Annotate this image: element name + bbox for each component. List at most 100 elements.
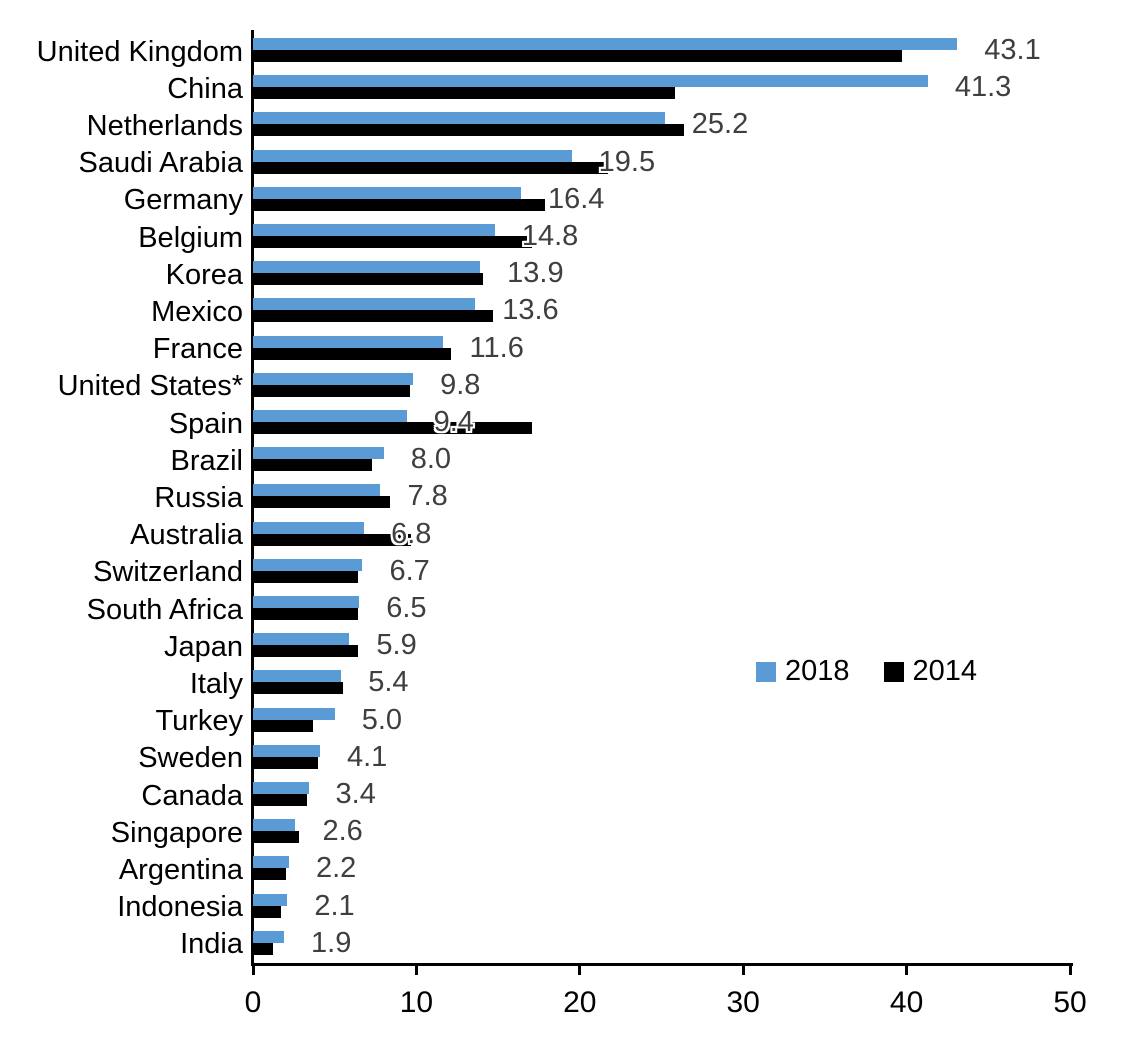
bar-2018 xyxy=(253,335,443,348)
bar-2014 xyxy=(253,87,675,100)
value-label: 25.2 xyxy=(691,108,749,141)
bar-2018 xyxy=(253,410,407,422)
category-label: Netherlands xyxy=(86,110,243,142)
bar-2018 xyxy=(253,782,309,794)
bar-2014 xyxy=(253,384,410,397)
bar-2018 xyxy=(253,558,363,571)
bar-2014 xyxy=(253,533,412,546)
bar-2014 xyxy=(253,161,608,174)
bar-2014 xyxy=(253,570,358,583)
bar-2014 xyxy=(253,719,314,732)
bar-2014 xyxy=(253,608,358,620)
value-label: 13.9 xyxy=(507,257,564,290)
value-label: 13.6 xyxy=(502,294,559,327)
value-label: 8.0 xyxy=(410,443,452,476)
value-label: 6.8 xyxy=(391,517,432,550)
value-label: 43.1 xyxy=(984,34,1041,66)
legend-swatch-2018 xyxy=(756,661,776,682)
bar-2014 xyxy=(253,347,451,360)
value-label: 4.1 xyxy=(346,740,388,773)
value-label: 16.4 xyxy=(547,182,605,215)
bar-2014 xyxy=(253,310,494,323)
x-axis-tick xyxy=(905,966,909,975)
bar-2018 xyxy=(253,261,481,274)
bar-2018 xyxy=(253,38,958,50)
bar-2014 xyxy=(253,682,343,695)
legend-label-2014: 2014 xyxy=(912,655,978,687)
bar-2018 xyxy=(253,893,288,906)
bar-2018 xyxy=(253,186,521,199)
bar-2014 xyxy=(253,905,281,918)
category-label: Korea xyxy=(165,258,243,291)
category-label: Canada xyxy=(141,779,243,812)
bar-2018 xyxy=(253,707,335,720)
bar-2018 xyxy=(253,112,665,125)
category-label: China xyxy=(167,72,243,105)
bar-2018 xyxy=(253,819,296,832)
category-label: Australia xyxy=(130,519,243,552)
x-axis-tick-label: 50 xyxy=(1053,986,1087,1019)
bar-2014 xyxy=(253,645,358,658)
category-label: Argentina xyxy=(118,854,243,886)
category-label: Sweden xyxy=(138,742,243,775)
bar-2014 xyxy=(253,273,484,286)
x-axis-tick-label: 10 xyxy=(399,986,434,1019)
bar-2014 xyxy=(253,198,546,211)
category-label: Turkey xyxy=(155,705,243,738)
value-label: 9.8 xyxy=(440,368,481,401)
category-label: Japan xyxy=(163,630,243,663)
category-label: Spain xyxy=(168,407,243,440)
category-label: Switzerland xyxy=(93,556,243,589)
x-axis-line xyxy=(251,963,1073,966)
value-label: 2.2 xyxy=(315,852,357,885)
bar-2018 xyxy=(253,298,476,311)
value-label: 2.1 xyxy=(314,889,355,922)
bar-2014 xyxy=(253,794,307,806)
category-label: Mexico xyxy=(151,296,243,328)
x-axis-tick-label: 0 xyxy=(244,986,262,1019)
value-label: 7.8 xyxy=(407,480,448,513)
value-label: 19.5 xyxy=(598,145,656,178)
category-label: South Africa xyxy=(86,593,243,626)
bar-2014 xyxy=(253,868,286,881)
value-label: 2.6 xyxy=(322,815,363,848)
category-label: India xyxy=(180,928,243,961)
bar-2018 xyxy=(253,930,285,943)
category-label: Russia xyxy=(154,482,243,514)
bar-2018 xyxy=(253,521,365,534)
x-axis-tick xyxy=(414,966,418,975)
bar-2018 xyxy=(253,75,928,88)
legend: 2018 2014 xyxy=(756,655,977,688)
bar-2018 xyxy=(253,596,360,608)
category-label: Brazil xyxy=(170,444,243,477)
bar-2018 xyxy=(253,224,495,236)
bar-2018 xyxy=(253,484,381,497)
category-label: United Kingdom xyxy=(36,35,243,68)
value-label: 5.4 xyxy=(368,666,409,699)
x-axis-tick-label: 20 xyxy=(563,986,597,1019)
bar-2014 xyxy=(253,50,902,62)
bar-2014 xyxy=(253,124,685,137)
bar-2014 xyxy=(253,942,273,955)
bar-2014 xyxy=(253,831,299,844)
legend-swatch-2014 xyxy=(883,661,904,682)
bar-2018 xyxy=(253,744,320,757)
bar-2014 xyxy=(253,422,533,434)
value-label: 14.8 xyxy=(521,220,579,252)
value-label: 9.4 xyxy=(433,406,474,438)
value-label: 5.9 xyxy=(376,629,417,662)
bar-2018 xyxy=(253,149,572,162)
value-label: 6.5 xyxy=(386,592,427,624)
x-axis-tick xyxy=(1068,966,1072,975)
bar-2018 xyxy=(253,856,289,869)
category-label: France xyxy=(152,333,243,366)
value-label: 6.7 xyxy=(389,554,430,587)
legend-label-2018: 2018 xyxy=(785,655,850,687)
bar-2018 xyxy=(253,447,384,460)
value-label: 11.6 xyxy=(469,331,524,364)
bar-2014 xyxy=(253,756,319,769)
x-axis-tick xyxy=(251,966,255,975)
x-axis-tick-label: 30 xyxy=(726,986,760,1019)
value-label: 3.4 xyxy=(335,778,376,810)
